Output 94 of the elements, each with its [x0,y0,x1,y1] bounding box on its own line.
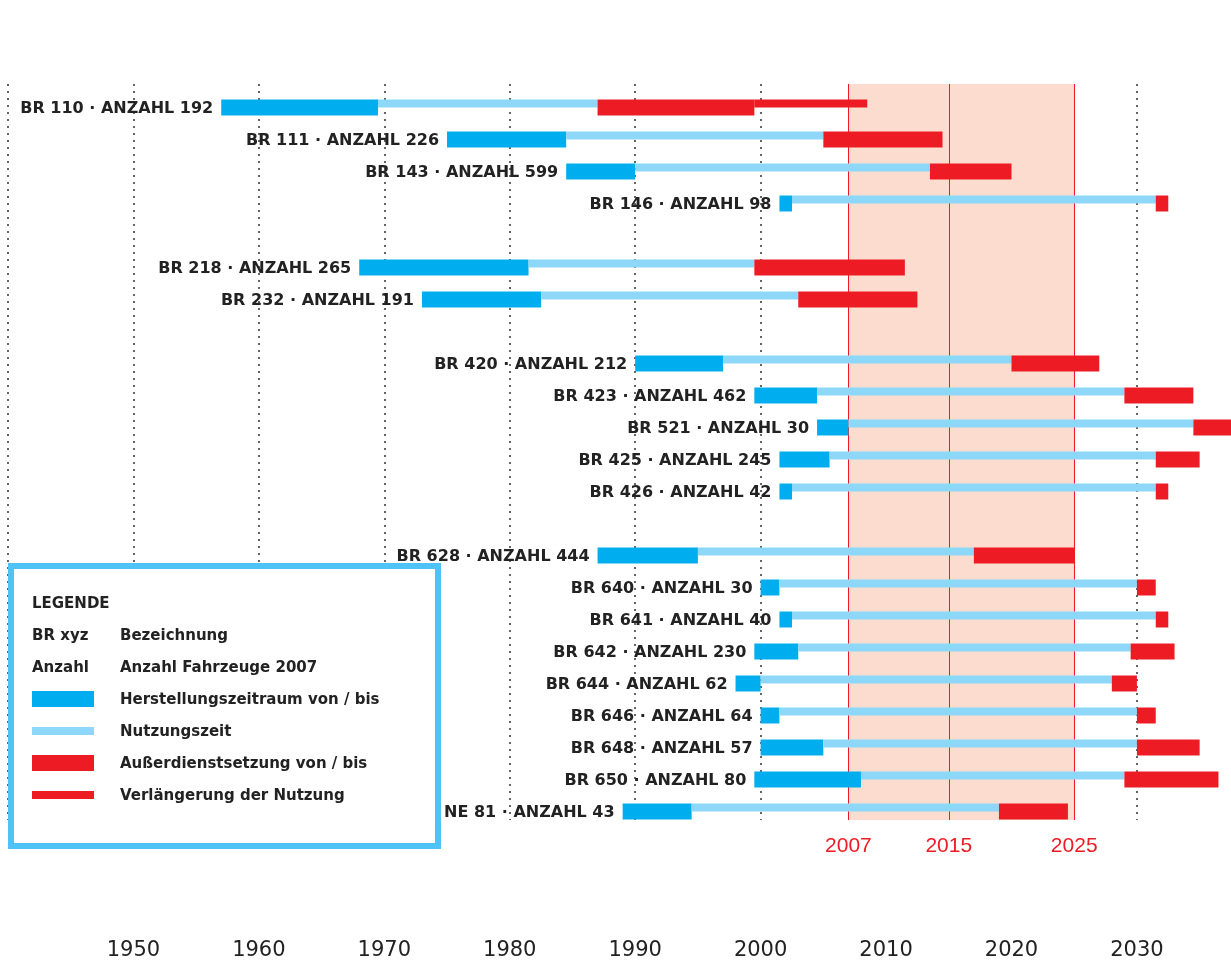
y-tick-label: BR 648 · ANZAHL 57 [570,738,753,757]
bar [1155,611,1169,628]
bar [1136,579,1156,596]
bar [1155,195,1169,212]
bar [848,419,1194,428]
bar [622,803,692,820]
ref-line-label: 2015 [925,833,973,856]
bar [791,195,1156,204]
bar [779,579,1137,588]
bar [860,771,1125,780]
bar [823,739,1137,748]
bar [635,355,723,372]
annotation: Bezeichnung [120,626,228,644]
bar [754,387,818,404]
x-tick-label: 2030 [1110,936,1164,961]
bar [798,643,1131,652]
y-tick-label: BR 628 · ANZAHL 444 [396,546,590,565]
y-tick-label: BR 426 · ANZAHL 42 [589,482,772,501]
bar [791,611,1156,620]
bar [566,163,636,180]
bar [829,451,1156,460]
bar [447,131,567,148]
bar [1111,675,1137,692]
x-tick-label: 1960 [232,936,286,961]
bar [760,739,824,756]
bar [779,707,1137,716]
bar [1193,419,1231,436]
x-tick-label: 1970 [357,936,412,961]
bar [359,259,529,276]
bar [1136,739,1200,756]
y-tick-label: BR 642 · ANZAHL 230 [553,642,747,661]
bar [779,451,830,468]
bar [760,579,780,596]
y-tick-label: BR 143 · ANZAHL 599 [365,162,559,181]
legend-label: Außerdienstsetzung von / bis [120,754,368,772]
legend-label: Verlängerung der Nutzung [120,786,345,804]
y-tick-label: BR 232 · ANZAHL 191 [220,290,414,309]
bar [1155,451,1200,468]
bar [221,99,379,116]
x-tick-label: 1990 [608,936,662,961]
x-tick-label: 2010 [859,936,913,961]
bar [760,675,1112,684]
ref-line-label: 2025 [1050,833,1098,856]
x-tick-label: 2000 [733,936,788,961]
bar [378,99,598,108]
y-tick-label: BR 423 · ANZAHL 462 [553,386,747,405]
y-tick-label: BR 218 · ANZAHL 265 [158,258,352,277]
x-tick-label: 1980 [483,936,537,961]
bar [697,547,974,556]
x-tick-label: 1950 [106,936,161,961]
bar [597,547,698,564]
y-tick-label: BR 110 · ANZAHL 192 [20,98,214,117]
legend-label: Herstellungszeitraum von / bis [120,690,380,708]
bar [779,195,792,212]
y-tick-label: BR 521 · ANZAHL 30 [627,418,810,437]
y-tick-label: BR 644 · ANZAHL 62 [545,674,728,693]
ref-line-label: 2007 [825,833,872,856]
bar [754,771,861,788]
y-tick-label: BR 650 · ANZAHL 80 [564,770,747,789]
annotation: BR xyz [32,626,90,644]
bar [566,131,824,140]
bar [722,355,1012,364]
y-tick-label: BR 111 · ANZAHL 226 [246,130,440,149]
annotation: Anzahl [32,658,90,676]
bar [691,803,999,812]
bar [1136,707,1156,724]
bar [1155,483,1169,500]
bar [817,419,849,436]
bar [760,707,780,724]
bar [754,643,799,660]
bar [817,387,1125,396]
bar [421,291,542,308]
bar [998,803,1068,820]
bar [1130,643,1175,660]
bar [735,675,761,692]
legend-label: Nutzungszeit [120,722,232,740]
x-tick-label: 2020 [984,936,1039,961]
bar [528,259,755,268]
bar [541,291,799,300]
y-tick-label: BR 420 · ANZAHL 212 [434,354,628,373]
annotation: Anzahl Fahrzeuge 2007 [120,658,318,676]
bar [791,483,1156,492]
y-tick-label: BR 641 · ANZAHL 40 [589,610,772,629]
y-tick-label: BR 425 · ANZAHL 245 [578,450,772,469]
bar [635,163,930,172]
y-tick-label: BR 646 · ANZAHL 64 [570,706,753,725]
bar [779,483,792,500]
legend-title: LEGENDE [32,593,111,614]
bar [779,611,792,628]
bar [1124,771,1219,788]
bar [1124,387,1194,404]
y-tick-label: NE 81 · ANZAHL 43 [444,802,615,821]
y-tick-label: BR 640 · ANZAHL 30 [570,578,753,597]
y-tick-label: BR 146 · ANZAHL 98 [589,194,772,213]
